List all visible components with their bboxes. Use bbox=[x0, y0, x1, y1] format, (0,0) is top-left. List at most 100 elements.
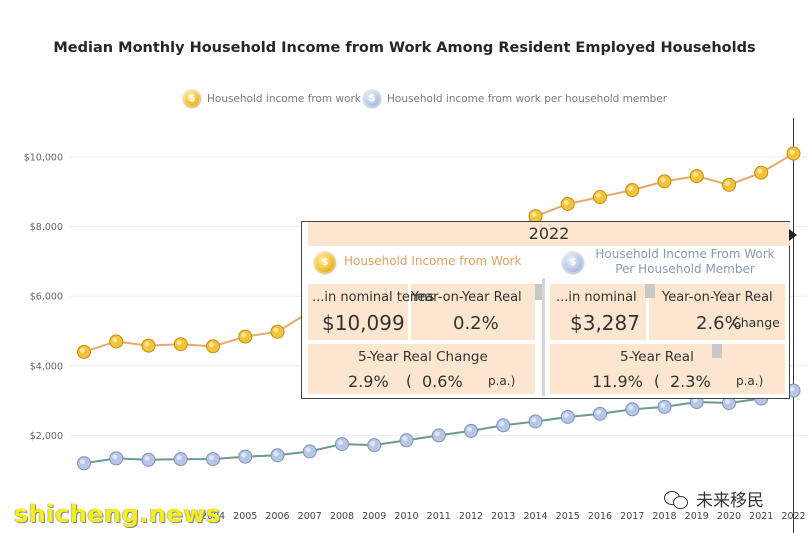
data-point-highlight bbox=[596, 409, 601, 415]
tooltip-right-five-cell bbox=[550, 344, 785, 394]
tooltip-left-paren: ( bbox=[406, 372, 412, 390]
tooltip-right-header: Household Income From Work Per Household… bbox=[595, 247, 775, 276]
data-point-highlight bbox=[499, 421, 505, 427]
watermark-right-text: 未来移民 bbox=[696, 491, 764, 511]
data-point-highlight bbox=[692, 172, 698, 178]
tooltip-right-five-label: 5-Year Real bbox=[620, 349, 694, 365]
data-point-highlight bbox=[563, 199, 569, 205]
scroll-mark bbox=[645, 284, 655, 298]
x-tick-label: 2018 bbox=[652, 511, 676, 522]
tooltip-left-nominal-value: $10,099 bbox=[322, 311, 405, 335]
data-point-highlight bbox=[241, 332, 247, 338]
x-tick-label: 2005 bbox=[233, 511, 257, 522]
tooltip-right-pa-value: 2.3% bbox=[670, 372, 711, 391]
x-tick-label: 2012 bbox=[459, 511, 483, 522]
tooltip-left-pa-label: p.a.) bbox=[488, 374, 516, 388]
legend-item-household[interactable]: $ Household income from work bbox=[183, 90, 361, 108]
series-line bbox=[83, 389, 794, 465]
silver-coin-icon: $ bbox=[562, 252, 584, 274]
tooltip-right-pa-label: p.a.) bbox=[736, 374, 764, 388]
x-tick-label: 2004 bbox=[201, 511, 225, 522]
data-point-highlight bbox=[273, 327, 279, 333]
data-point-highlight bbox=[273, 451, 279, 457]
tooltip-right-yoy-value: 2.6% bbox=[696, 313, 742, 334]
x-tick-label: 2007 bbox=[298, 511, 322, 522]
tooltip-right-five-value: 11.9% bbox=[592, 372, 643, 391]
x-tick-label: 2015 bbox=[556, 511, 580, 522]
data-point-highlight bbox=[144, 455, 150, 461]
data-point-highlight bbox=[112, 454, 118, 460]
tooltip-left-yoy-label: Year-on-Year Real bbox=[411, 290, 522, 305]
x-tick-label: 2021 bbox=[749, 511, 773, 522]
legend-item-per-member[interactable]: $ Household income from work per househo… bbox=[363, 90, 667, 108]
data-point-highlight bbox=[80, 347, 85, 353]
data-point-highlight bbox=[112, 337, 118, 343]
tooltip-left-pa-value: 0.6% bbox=[422, 372, 463, 391]
watermark-left: shicheng.news bbox=[14, 500, 221, 528]
tooltip-left-nominal-cell bbox=[308, 284, 408, 340]
wechat-icon bbox=[664, 489, 690, 509]
data-point-highlight bbox=[241, 452, 247, 458]
data-point-highlight bbox=[628, 186, 634, 192]
data-point-highlight bbox=[725, 180, 730, 186]
scroll-mark bbox=[535, 284, 545, 300]
data-point-highlight bbox=[531, 212, 537, 218]
y-tick-label: $10,000 bbox=[24, 153, 63, 164]
tooltip-year-bar: 2022 bbox=[308, 222, 790, 246]
legend-label-household: Household income from work bbox=[207, 93, 361, 105]
tooltip-pointer-icon bbox=[789, 229, 797, 241]
x-tick-label: 2010 bbox=[394, 511, 418, 522]
data-point-highlight bbox=[176, 455, 182, 461]
data-point-highlight bbox=[596, 193, 601, 199]
x-tick-label: 2009 bbox=[362, 511, 386, 522]
x-tick-label: 2011 bbox=[427, 511, 451, 522]
tooltip-left-five-cell bbox=[308, 344, 535, 394]
chart-legend: $ Household income from work $ Household… bbox=[0, 90, 809, 114]
data-point-highlight bbox=[370, 441, 376, 447]
y-tick-label: $6,000 bbox=[30, 292, 63, 303]
data-point-highlight bbox=[209, 455, 214, 461]
data-point-highlight bbox=[402, 436, 408, 442]
tooltip-card: 2022 $ Household Income from Work $ Hous… bbox=[301, 221, 790, 399]
data-point-highlight bbox=[531, 417, 537, 423]
chart-title: Median Monthly Household Income from Wor… bbox=[53, 40, 756, 56]
tooltip-right-nominal-cell bbox=[550, 284, 646, 340]
tooltip-right-paren: ( bbox=[654, 372, 660, 390]
tooltip-left-yoy-cell bbox=[411, 284, 535, 340]
tooltip-right-change-label: Change bbox=[732, 315, 780, 330]
tooltip-right-nominal-label: ...in nominal bbox=[556, 290, 637, 305]
data-point-highlight bbox=[80, 459, 85, 465]
data-point-highlight bbox=[628, 405, 634, 411]
tooltip-right-nominal-value: $3,287 bbox=[570, 311, 640, 335]
gold-coin-icon: $ bbox=[183, 90, 201, 108]
tooltip-divider bbox=[542, 278, 545, 396]
data-point-highlight bbox=[789, 149, 795, 155]
x-tick-label: 2022 bbox=[781, 511, 805, 522]
scroll-mark bbox=[712, 344, 722, 358]
y-tick-label: $2,000 bbox=[30, 431, 63, 442]
data-point-highlight bbox=[338, 440, 343, 446]
data-point-highlight bbox=[305, 447, 311, 453]
tooltip-left-five-label: 5-Year Real Change bbox=[358, 349, 488, 365]
tooltip-left-yoy-value: 0.2% bbox=[453, 313, 499, 334]
silver-coin-icon: $ bbox=[363, 90, 381, 108]
data-point-highlight bbox=[660, 402, 666, 408]
legend-label-per-member: Household income from work per household… bbox=[387, 93, 668, 105]
y-tick-label: $8,000 bbox=[30, 222, 63, 233]
x-tick-label: 2020 bbox=[717, 511, 741, 522]
tooltip-left-five-value: 2.9% bbox=[348, 372, 389, 391]
data-point-highlight bbox=[434, 431, 440, 437]
data-point-highlight bbox=[725, 399, 730, 405]
data-point-highlight bbox=[563, 412, 569, 418]
tooltip-year: 2022 bbox=[528, 224, 570, 243]
x-tick-label: 2014 bbox=[523, 511, 547, 522]
x-tick-label: 2017 bbox=[620, 511, 644, 522]
x-tick-label: 2006 bbox=[265, 511, 289, 522]
x-tick-label: 2019 bbox=[685, 511, 709, 522]
x-tick-label: 2008 bbox=[330, 511, 354, 522]
tooltip-left-header: Household Income from Work bbox=[344, 254, 522, 268]
data-point-highlight bbox=[692, 397, 698, 403]
data-point-highlight bbox=[176, 340, 182, 346]
data-point-highlight bbox=[789, 386, 795, 392]
tooltip-left-nominal-label: ...in nominal terms bbox=[312, 290, 435, 305]
